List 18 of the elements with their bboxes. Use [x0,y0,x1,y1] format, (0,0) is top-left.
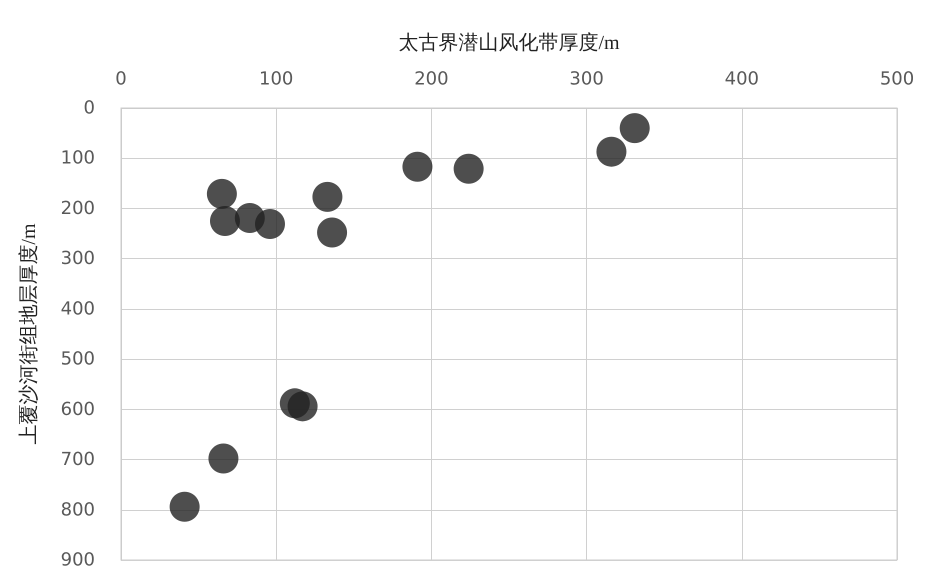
y-tick-label: 200 [60,198,95,219]
x-tick-label: 200 [414,68,449,90]
y-tick-label: 0 [84,98,95,118]
x-tick-label: 0 [115,68,127,90]
x-tick-label: 400 [724,68,759,90]
y-tick-label: 700 [60,449,95,470]
x-tick-label: 100 [259,68,294,90]
y-tick-label: 800 [60,499,95,520]
y-tick-label: 600 [60,398,95,420]
y-tick-label: 400 [60,298,95,320]
x-axis-title: 太古界潜山风化带厚度/m [398,32,620,54]
y-tick-label: 900 [60,550,95,570]
y-tick-label: 500 [60,348,95,370]
x-tick-label: 300 [569,68,604,90]
y-tick-label: 100 [60,148,95,169]
x-tick-label: 500 [880,68,914,90]
y-axis-title: 上覆沙河街组地层厚度/m [18,223,40,445]
y-tick-label: 300 [60,248,95,270]
